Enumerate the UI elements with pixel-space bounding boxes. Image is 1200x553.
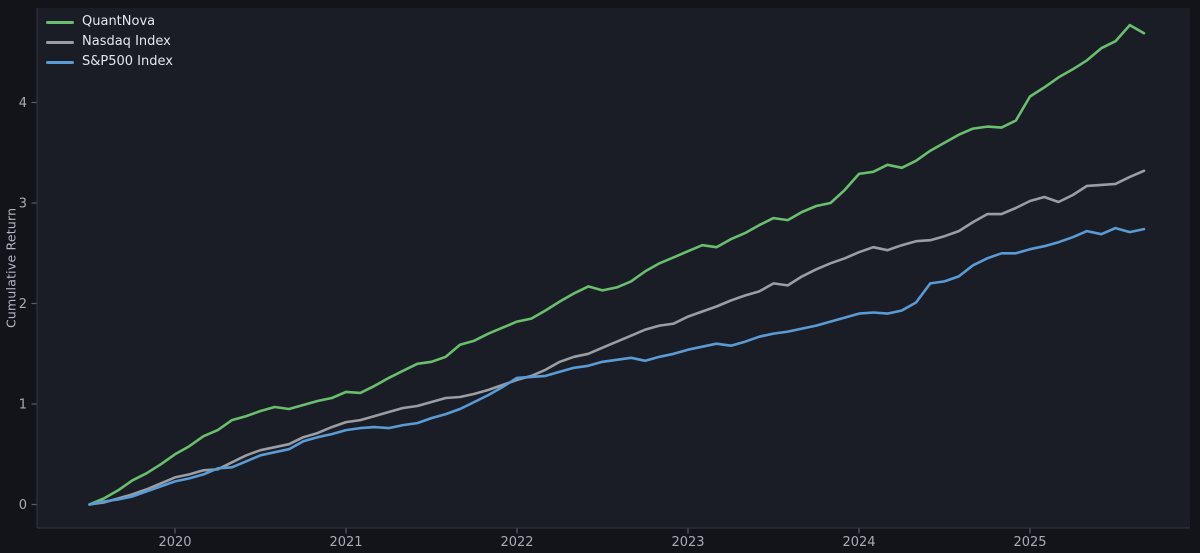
y-tick-label: 2 [19, 297, 27, 312]
legend-item-nasdaq: Nasdaq Index [46, 32, 173, 52]
x-tick-label: 2021 [329, 535, 362, 550]
x-tick-label: 2024 [842, 535, 875, 550]
plot-background [37, 8, 1190, 528]
y-tick-label: 1 [19, 398, 27, 413]
legend-line-swatch-sp500 [46, 60, 74, 64]
series-line-quantnova [88, 23, 1146, 506]
y-tick-label: 3 [19, 197, 27, 212]
y-tick-label: 4 [19, 96, 27, 111]
y-tick-label: 0 [19, 498, 27, 513]
y-axis-title: Cumulative Return [3, 207, 19, 329]
legend-label-sp500: S&P500 Index [82, 54, 173, 69]
x-tick-label: 2023 [671, 535, 704, 550]
x-tick-label: 2022 [500, 535, 533, 550]
legend-item-sp500: S&P500 Index [46, 52, 173, 72]
x-tick-label: 2025 [1013, 535, 1046, 550]
legend-label-nasdaq: Nasdaq Index [82, 34, 171, 49]
legend-line-swatch-quantnova [46, 20, 74, 24]
x-tick-label: 2020 [158, 535, 191, 550]
series-line-s-p500-index [88, 226, 1146, 506]
legend-label-quantnova: QuantNova [82, 14, 156, 29]
series-line-nasdaq-index [88, 169, 1146, 506]
legend-item-quantnova: QuantNova [46, 12, 173, 32]
legend: QuantNova Nasdaq Index S&P500 Index [46, 12, 173, 72]
legend-line-swatch-nasdaq [46, 40, 74, 44]
